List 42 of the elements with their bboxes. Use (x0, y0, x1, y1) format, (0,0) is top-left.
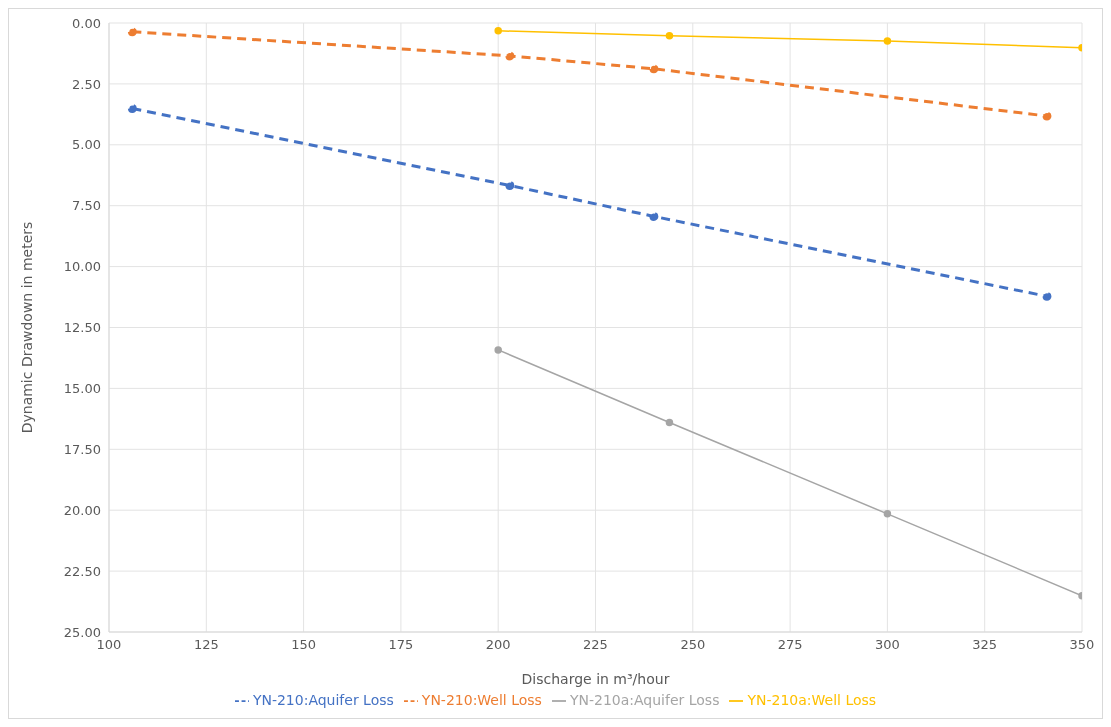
y-tick-label: 22.50 (63, 563, 101, 579)
point (505, 180, 515, 190)
point (1042, 291, 1052, 301)
point (883, 37, 892, 45)
y-tick-label: 15.00 (63, 381, 101, 397)
x-tick-label: 225 (583, 637, 608, 653)
y-tick-label: 5.00 (72, 137, 101, 153)
y-tick-label: 12.50 (63, 320, 101, 336)
x-tick-label: 350 (1069, 637, 1095, 653)
legend-label: YN-210a:Aquifer Loss (569, 692, 720, 708)
y-tick-label: 2.50 (72, 76, 101, 92)
x-tick-label: 250 (680, 637, 706, 653)
y-tick-label: 20.00 (63, 502, 101, 518)
point (883, 510, 892, 518)
x-tick-label: 100 (96, 637, 122, 653)
legend-label: YN-210:Well Loss (421, 692, 542, 708)
legend-label: YN-210a:Well Loss (747, 692, 877, 708)
y-tick-label: 7.50 (72, 198, 101, 214)
point (127, 104, 137, 113)
x-tick-label: 200 (485, 637, 511, 653)
y-axis-title: Dynamic Drawdown in meters (18, 221, 35, 434)
point (505, 51, 515, 61)
x-tick-label: 150 (291, 637, 317, 653)
point (494, 27, 502, 35)
x-tick-label: 275 (777, 637, 803, 653)
point (127, 27, 137, 37)
point (665, 418, 674, 427)
x-tick-label: 175 (388, 637, 414, 653)
x-tick-label: 325 (972, 637, 998, 653)
x-axis-title: Discharge in m³/hour (521, 671, 670, 687)
y-tick-label: 25.00 (63, 624, 101, 640)
point (1042, 111, 1052, 121)
point (665, 31, 674, 40)
y-tick-label: 17.50 (63, 441, 101, 457)
point (494, 346, 502, 354)
point (649, 211, 659, 221)
x-tick-label: 300 (874, 637, 900, 653)
y-tick-label: 10.00 (63, 259, 101, 275)
point (649, 64, 659, 74)
y-tick-label: 0.00 (72, 15, 101, 31)
x-tick-label: 125 (193, 637, 219, 653)
legend-label: YN-210:Aquifer Loss (252, 692, 394, 708)
